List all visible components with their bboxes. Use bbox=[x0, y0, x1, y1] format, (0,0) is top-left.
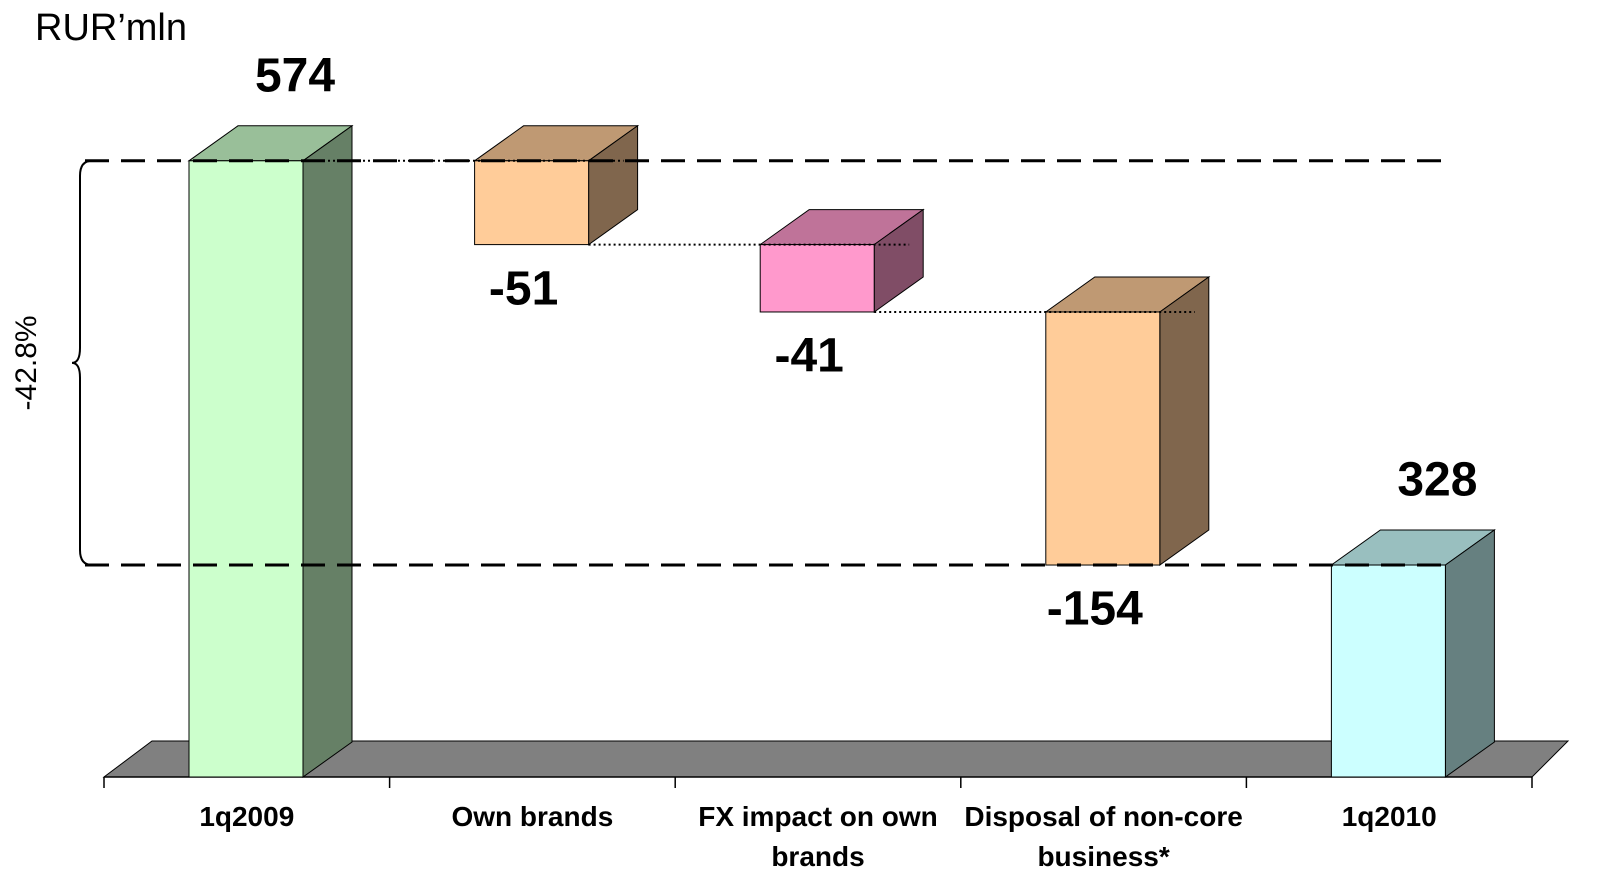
category-label: Own brands bbox=[451, 801, 614, 832]
bar bbox=[1045, 311, 1161, 566]
annotation: -42.8% bbox=[10, 315, 43, 410]
value-label: 328 bbox=[1397, 454, 1477, 507]
unit-label: RUR’mln bbox=[35, 7, 187, 49]
value-label: -51 bbox=[489, 262, 558, 315]
category-label: 1q2009 bbox=[199, 801, 295, 832]
category-label: 1q2010 bbox=[1341, 801, 1437, 832]
brace bbox=[71, 159, 93, 567]
bar bbox=[474, 160, 590, 246]
category-label: FX impact on own brands bbox=[698, 801, 938, 872]
bar-side bbox=[302, 124, 353, 778]
value-label: 574 bbox=[255, 49, 335, 102]
category-label: Disposal of non-core business* bbox=[964, 801, 1243, 872]
bar bbox=[1330, 564, 1446, 778]
bar-side bbox=[1159, 276, 1210, 566]
value-label: -154 bbox=[1047, 583, 1143, 636]
value-label: -41 bbox=[775, 330, 844, 383]
bar-side bbox=[1444, 529, 1495, 778]
bar bbox=[188, 160, 304, 778]
bar bbox=[759, 244, 875, 313]
